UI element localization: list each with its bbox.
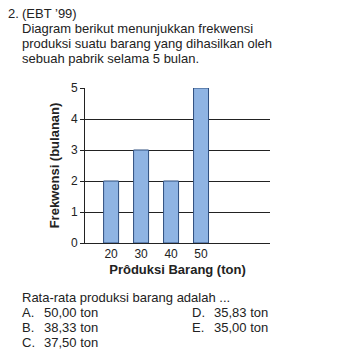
- html-text:35,00 ton: 35,00 ton: [214, 320, 269, 335]
- html-text:produksi suatu barang yang dih: produksi suatu barang yang dihasilkan ol…: [22, 36, 273, 51]
- html-text:C.: C.: [22, 335, 35, 350]
- svg-text:3: 3: [71, 143, 78, 157]
- html-text:E.: E.: [192, 320, 205, 335]
- html-text:sebuah pabrik selama 5 bulan.: sebuah pabrik selama 5 bulan.: [22, 51, 200, 66]
- svg-text:2: 2: [71, 174, 78, 188]
- html-text:D.: D.: [192, 305, 205, 320]
- svg-text:50: 50: [194, 247, 208, 261]
- svg-text:1: 1: [71, 205, 78, 219]
- svg-text:Frekwensi (bulanan): Frekwensi (bulanan): [47, 103, 62, 229]
- html-text:Diagram berikut menunjukkan fr: Diagram berikut menunjukkan frekwensi: [22, 21, 254, 36]
- html-text:37,50 ton: 37,50 ton: [44, 335, 99, 350]
- html-text:Rata-rata produksi barang adal: Rata-rata produksi barang adalah ...: [22, 290, 231, 305]
- html-text:38,33 ton: 38,33 ton: [44, 320, 99, 335]
- svg-text:Prôduksi Barang (ton): Prôduksi Barang (ton): [109, 262, 246, 277]
- svg-text:4: 4: [71, 112, 78, 126]
- html-text:A.: A.: [22, 305, 35, 320]
- html-text:35,83 ton: 35,83 ton: [214, 305, 269, 320]
- svg-text:20: 20: [104, 247, 118, 261]
- html-text:50,00 ton: 50,00 ton: [44, 305, 99, 320]
- svg-text:0: 0: [71, 236, 78, 250]
- svg-text:30: 30: [134, 247, 148, 261]
- html-text:B.: B.: [22, 320, 35, 335]
- html-text:2. (EBT ’99): 2. (EBT ’99): [8, 6, 77, 21]
- svg-text:40: 40: [164, 247, 178, 261]
- svg-text:5: 5: [71, 81, 78, 95]
